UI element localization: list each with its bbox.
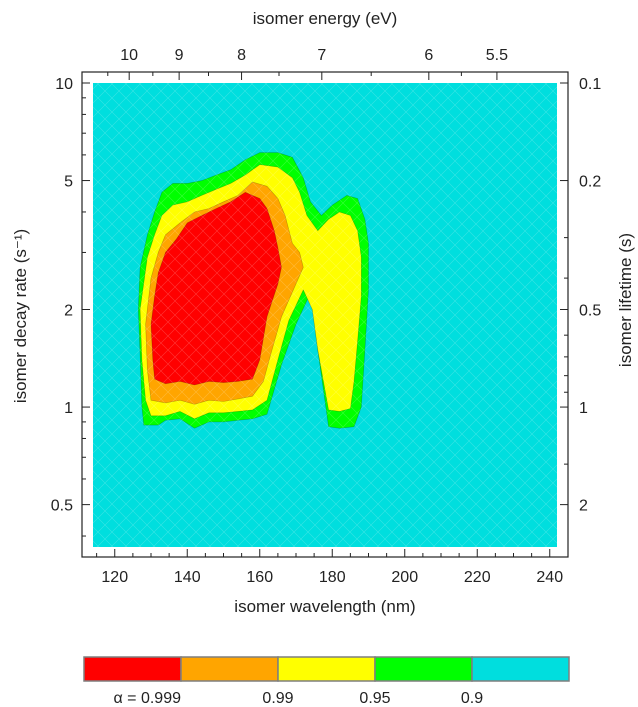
x-tick-label: 200 xyxy=(391,569,418,586)
x-tick-label: 120 xyxy=(101,569,128,586)
x2-tick-label: 5.5 xyxy=(486,47,508,64)
legend-label: 0.95 xyxy=(359,690,390,707)
y2-axis-title: isomer lifetime (s) xyxy=(616,233,635,367)
legend-label: 0.9 xyxy=(461,690,483,707)
y-tick-label: 1 xyxy=(64,400,73,417)
x2-tick-label: 7 xyxy=(317,47,326,64)
x-tick-label: 240 xyxy=(536,569,563,586)
plot-frame xyxy=(81,71,569,558)
x-tick-label: 160 xyxy=(246,569,273,586)
x2-tick-label: 10 xyxy=(120,47,138,64)
y-tick-label: 0.5 xyxy=(51,498,73,515)
legend-swatch xyxy=(471,656,570,682)
x2-tick-label: 8 xyxy=(237,47,246,64)
contour-mesh-3 xyxy=(151,192,282,385)
y-tick-label: 2 xyxy=(64,303,73,320)
y-tick-label: 5 xyxy=(64,174,73,191)
tick-layer: 120 140 160 180 200 220 240 10 9 8 7 6 5.5 0.5 1 2 5 10 0.… xyxy=(51,47,602,586)
y-axis-title: isomer decay rate (s⁻¹) xyxy=(11,229,30,403)
legend-label: 0.99 xyxy=(262,690,293,707)
x2-tick-label: 9 xyxy=(175,47,184,64)
x2-axis-title: isomer energy (eV) xyxy=(253,9,398,28)
y2-tick-label: 0.2 xyxy=(579,174,601,191)
axes-box xyxy=(81,71,569,558)
y2-tick-label: 0.1 xyxy=(579,76,601,93)
x-tick-label: 220 xyxy=(464,569,491,586)
legend-swatch xyxy=(83,656,182,682)
x-axis-title: isomer wavelength (nm) xyxy=(234,597,415,616)
legend-swatch xyxy=(374,656,473,682)
contour-layer xyxy=(137,152,369,429)
legend-swatch xyxy=(277,656,376,682)
x2-tick-label: 6 xyxy=(424,47,433,64)
x-tick-label: 180 xyxy=(319,569,346,586)
color-legend: α = 0.999 0.99 0.95 0.9 xyxy=(83,656,570,707)
x-tick-label: 140 xyxy=(174,569,201,586)
y2-tick-label: 2 xyxy=(579,498,588,515)
y2-tick-label: 0.5 xyxy=(579,303,601,320)
legend-label: α = 0.999 xyxy=(113,690,181,707)
y-tick-label: 10 xyxy=(55,76,73,93)
y2-tick-label: 1 xyxy=(579,400,588,417)
legend-swatch xyxy=(180,656,279,682)
